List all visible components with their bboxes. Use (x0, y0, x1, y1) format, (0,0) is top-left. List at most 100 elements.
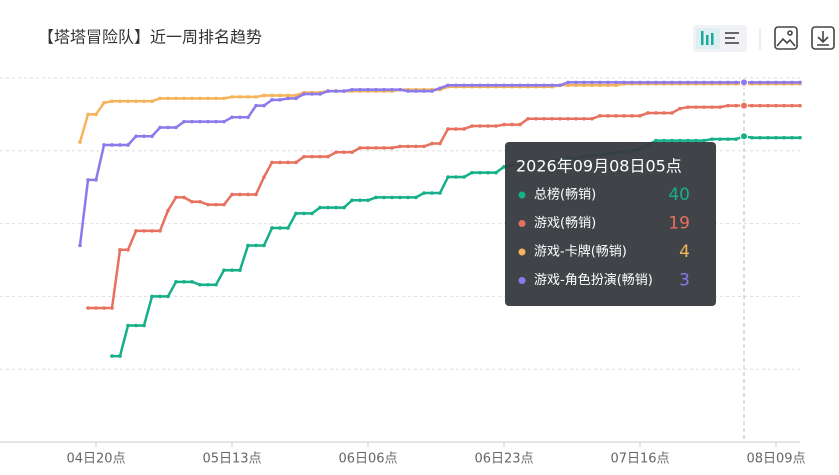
point (662, 80, 666, 85)
point (646, 111, 650, 115)
point (678, 80, 682, 85)
point (270, 93, 274, 98)
point (254, 95, 258, 99)
point (190, 119, 194, 124)
point (94, 112, 98, 117)
point (206, 119, 210, 124)
point (270, 226, 274, 230)
point (566, 116, 570, 121)
point (582, 116, 586, 121)
point (670, 80, 674, 85)
point (262, 93, 266, 98)
point (606, 114, 610, 118)
point (398, 144, 402, 149)
point (766, 80, 770, 85)
tooltip-name: 游戏-卡牌(畅销) (534, 244, 627, 260)
point (142, 229, 146, 233)
point (158, 229, 162, 233)
view-toggle[interactable] (693, 25, 747, 52)
point (574, 80, 578, 85)
point (118, 99, 122, 104)
image-button[interactable] (774, 26, 798, 50)
point (782, 80, 786, 85)
point (486, 83, 490, 88)
point (750, 103, 754, 108)
point (286, 226, 290, 230)
point (694, 80, 698, 85)
tooltip-dot (518, 220, 526, 227)
point (110, 99, 114, 104)
x-tick-label: 06日23点 (474, 452, 533, 467)
point (630, 114, 634, 118)
point (214, 202, 218, 207)
point (414, 89, 418, 93)
point (774, 135, 778, 140)
point (230, 95, 234, 99)
x-tick-label: 04日20点 (66, 452, 125, 467)
point (438, 191, 442, 195)
point (590, 83, 594, 88)
point (110, 306, 114, 310)
point (110, 143, 114, 147)
x-tick-label: 06日06点 (338, 452, 397, 467)
download-button[interactable] (811, 26, 835, 50)
point (134, 323, 138, 328)
point (726, 137, 730, 141)
point (126, 143, 130, 147)
point (694, 105, 698, 109)
point (182, 280, 186, 284)
point (734, 103, 738, 108)
point (142, 99, 146, 104)
point (166, 294, 170, 299)
point (662, 138, 666, 143)
point (462, 175, 466, 179)
point (126, 323, 130, 328)
point (790, 103, 794, 108)
point (238, 192, 242, 197)
point (134, 99, 138, 104)
point (526, 83, 530, 88)
point (750, 80, 754, 85)
point (414, 195, 418, 200)
point (422, 191, 426, 195)
point (190, 96, 194, 101)
point (318, 92, 322, 96)
point (622, 80, 626, 85)
tooltip-value: 4 (679, 242, 690, 262)
chart-title: 【塔塔冒险队】近一周排名趋势 (38, 28, 262, 47)
point (398, 195, 402, 200)
point (182, 119, 186, 124)
point (758, 103, 762, 108)
point (702, 105, 706, 109)
point (486, 170, 490, 175)
bar-icon (701, 31, 714, 45)
point (782, 103, 786, 108)
point (598, 83, 602, 88)
point (638, 80, 642, 85)
point (550, 83, 554, 88)
point (750, 135, 754, 140)
point (382, 195, 386, 200)
point (542, 116, 546, 121)
point (158, 125, 162, 130)
point (318, 154, 322, 159)
point (406, 195, 410, 200)
tooltip-value: 19 (668, 214, 690, 234)
point (342, 205, 346, 210)
point (110, 354, 114, 358)
point (166, 125, 170, 130)
point (302, 211, 306, 216)
point (662, 111, 666, 115)
point (262, 175, 266, 179)
point (262, 243, 266, 248)
point (670, 111, 674, 115)
point (174, 125, 178, 130)
point (206, 282, 210, 287)
point (182, 195, 186, 200)
point (294, 96, 298, 101)
point (230, 268, 234, 272)
point (126, 248, 130, 252)
point (558, 116, 562, 121)
point (342, 89, 346, 93)
point (350, 150, 354, 155)
